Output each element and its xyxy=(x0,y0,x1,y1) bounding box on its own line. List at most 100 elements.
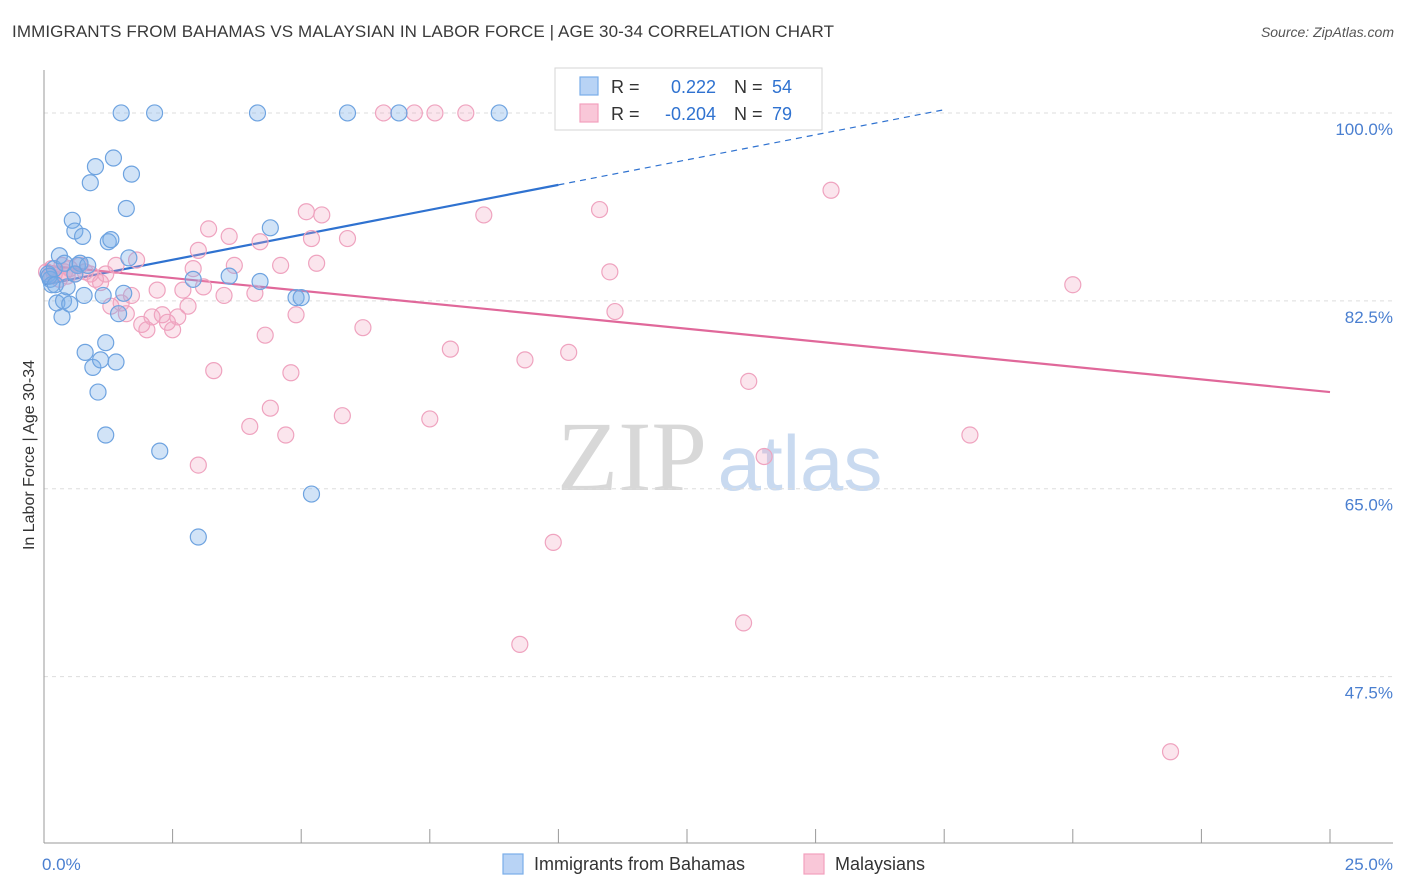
point-bahamas xyxy=(40,267,58,285)
point-malaysians xyxy=(734,614,753,632)
point-bahamas xyxy=(220,267,238,285)
point-malaysians xyxy=(148,281,166,299)
point-bahamas xyxy=(97,426,115,444)
legend-r-value-2: -0.204 xyxy=(665,104,716,124)
point-malaysians xyxy=(225,256,243,274)
series-legend-swatch-bahamas xyxy=(502,853,524,875)
point-malaysians xyxy=(308,254,326,272)
point-malaysians xyxy=(256,326,274,344)
point-malaysians xyxy=(544,533,562,551)
point-malaysians xyxy=(560,343,578,361)
point-bahamas xyxy=(89,383,107,401)
point-malaysians xyxy=(91,273,110,292)
point-bahamas xyxy=(338,104,357,122)
source-label: Source: ZipAtlas.com xyxy=(1260,24,1394,40)
point-malaysians xyxy=(421,410,439,428)
chart-title: IMMIGRANTS FROM BAHAMAS VS MALAYSIAN IN … xyxy=(12,22,835,41)
point-bahamas xyxy=(102,231,120,249)
point-malaysians xyxy=(200,220,218,238)
point-malaysians xyxy=(174,281,192,299)
gridlines xyxy=(44,112,1393,678)
y-tick-label: 65.0% xyxy=(1345,496,1393,515)
point-bahamas xyxy=(76,343,94,361)
stats-legend-box xyxy=(554,67,823,131)
point-bahamas xyxy=(251,272,269,291)
legend-r-label-2: R = xyxy=(611,104,640,124)
series-legend-label-bahamas: Immigrants from Bahamas xyxy=(534,854,745,874)
point-malaysians xyxy=(282,364,300,382)
point-malaysians xyxy=(755,447,773,466)
legend-n-value-1: 54 xyxy=(772,77,792,97)
point-bahamas xyxy=(104,149,123,167)
legend-swatch-blue xyxy=(579,76,599,96)
point-malaysians xyxy=(251,233,269,251)
point-malaysians xyxy=(516,351,534,369)
point-malaysians xyxy=(107,256,125,274)
point-bahamas xyxy=(292,289,310,307)
point-malaysians xyxy=(138,321,156,339)
point-malaysians xyxy=(189,456,207,474)
point-malaysians xyxy=(374,104,393,122)
point-malaysians xyxy=(426,104,444,122)
point-bahamas xyxy=(189,528,207,546)
point-malaysians xyxy=(169,308,187,326)
point-bahamas xyxy=(81,174,99,192)
point-bahamas xyxy=(122,165,141,183)
y-tick-label: 82.5% xyxy=(1345,308,1393,327)
point-malaysians xyxy=(590,200,609,219)
point-bahamas xyxy=(145,104,164,122)
y-tick-label: 100.0% xyxy=(1335,120,1393,139)
point-malaysians xyxy=(297,203,315,221)
point-malaysians xyxy=(302,229,321,248)
point-malaysians xyxy=(86,270,105,288)
point-bahamas xyxy=(120,249,138,267)
legend-r-value-1: 0.222 xyxy=(671,77,716,97)
point-malaysians xyxy=(241,417,259,436)
point-malaysians xyxy=(189,241,207,259)
series-legend-swatch-malaysians xyxy=(803,853,825,875)
trend-line-malaysians xyxy=(43,264,1331,394)
point-malaysians xyxy=(220,227,238,246)
point-bahamas xyxy=(248,104,267,122)
point-malaysians xyxy=(601,263,619,281)
point-bahamas xyxy=(79,256,97,274)
point-bahamas xyxy=(73,227,92,246)
point-bahamas xyxy=(66,265,84,283)
watermark-zip: ZIP xyxy=(557,401,707,512)
point-bahamas xyxy=(117,199,135,218)
legend-n-value-2: 79 xyxy=(772,104,792,124)
point-malaysians xyxy=(313,206,331,224)
stats-legend: R = 0.222 N = 54 R = -0.204 N = 79 xyxy=(554,67,823,131)
legend-r-label-1: R = xyxy=(611,77,640,97)
tick-labels: 47.5% 65.0% 82.5% 100.0% 0.0% 25.0% xyxy=(42,120,1393,874)
point-bahamas xyxy=(61,295,79,313)
x-tick-label: 25.0% xyxy=(1345,855,1393,874)
legend-swatch-pink xyxy=(579,103,599,123)
point-malaysians xyxy=(205,362,223,380)
legend-n-label-2: N = xyxy=(734,104,763,124)
point-malaysians xyxy=(740,372,758,390)
point-bahamas xyxy=(91,351,110,369)
point-bahamas xyxy=(109,305,128,323)
point-bahamas xyxy=(287,289,305,307)
point-malaysians xyxy=(277,426,295,444)
x-tick-label: 0.0% xyxy=(42,855,81,874)
point-bahamas xyxy=(107,353,125,371)
series-legend-label-malaysians: Malaysians xyxy=(835,854,925,874)
point-bahamas xyxy=(151,442,169,460)
point-malaysians xyxy=(1064,276,1082,294)
point-bahamas xyxy=(99,233,117,251)
point-malaysians xyxy=(179,297,197,315)
point-bahamas xyxy=(390,104,408,122)
series-legend: Immigrants from Bahamas Malaysians xyxy=(502,853,925,875)
point-malaysians xyxy=(475,206,493,224)
point-malaysians xyxy=(822,181,840,199)
point-malaysians xyxy=(287,306,305,324)
point-bahamas xyxy=(112,104,130,122)
point-malaysians xyxy=(215,286,233,305)
point-malaysians xyxy=(606,302,624,321)
point-bahamas xyxy=(75,286,93,305)
point-bahamas xyxy=(86,158,105,176)
point-bahamas xyxy=(46,276,64,294)
point-bahamas xyxy=(302,485,321,503)
